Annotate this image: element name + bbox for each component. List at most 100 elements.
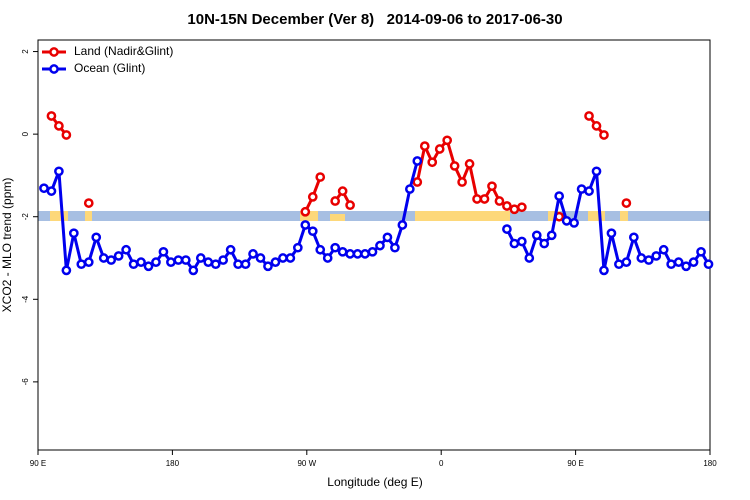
- point: [516, 202, 527, 213]
- point: [263, 261, 273, 272]
- point: [673, 257, 684, 267]
- legend-label: Ocean (Glint): [74, 61, 145, 75]
- y-axis-label: XCO2 - MLO trend (ppm): [0, 178, 14, 313]
- point: [345, 200, 355, 211]
- point: [180, 255, 191, 265]
- point: [457, 177, 467, 187]
- point: [419, 141, 430, 151]
- point: [412, 156, 423, 166]
- point: [337, 186, 348, 196]
- point: [307, 226, 318, 237]
- point: [494, 196, 505, 206]
- band-patch: [415, 211, 510, 221]
- point: [599, 265, 609, 276]
- band-patch: [330, 214, 345, 221]
- point: [516, 236, 527, 247]
- band-patch: [300, 211, 318, 221]
- point: [509, 204, 520, 215]
- point: [696, 246, 706, 257]
- point: [666, 259, 677, 270]
- point: [397, 220, 408, 230]
- x-axis-label: Longitude (deg E): [327, 475, 422, 489]
- point: [442, 135, 453, 146]
- point: [292, 242, 303, 253]
- point: [599, 130, 609, 140]
- point: [628, 232, 639, 243]
- point: [688, 257, 699, 267]
- point: [136, 257, 146, 267]
- point: [76, 259, 87, 270]
- legend-marker: [49, 64, 59, 74]
- y-tick-label: -2: [21, 213, 30, 221]
- point: [531, 230, 542, 241]
- y-tick-label: -4: [21, 295, 30, 303]
- chart-title: 10N-15N December (Ver 8) 2014-09-06 to 2…: [187, 11, 562, 28]
- point: [546, 230, 557, 241]
- point: [218, 255, 229, 265]
- point: [621, 257, 632, 267]
- point: [61, 130, 72, 140]
- point: [54, 166, 64, 177]
- point: [681, 261, 691, 272]
- point: [83, 198, 94, 208]
- point: [270, 257, 281, 267]
- point: [569, 218, 579, 228]
- point: [54, 121, 64, 131]
- point: [128, 259, 139, 270]
- point: [375, 240, 385, 251]
- x-tick-label: 0: [439, 459, 444, 468]
- point: [554, 191, 565, 201]
- plot-frame: [37, 39, 711, 451]
- point: [472, 194, 482, 204]
- point: [614, 259, 624, 270]
- point: [643, 255, 654, 265]
- point: [584, 186, 594, 196]
- point: [113, 251, 124, 261]
- point: [390, 242, 400, 253]
- point: [143, 261, 154, 272]
- point: [39, 183, 49, 194]
- legend-marker: [49, 47, 59, 57]
- point: [278, 253, 288, 263]
- x-tick-label: 90 W: [297, 459, 316, 468]
- point: [337, 246, 348, 257]
- point: [524, 253, 535, 263]
- point: [315, 244, 326, 255]
- point: [427, 157, 438, 168]
- point: [621, 198, 632, 208]
- point: [188, 265, 199, 276]
- point: [330, 242, 341, 253]
- point: [345, 249, 355, 259]
- legend-label: Land (Nadir&Glint): [74, 44, 173, 58]
- y-tick-label: -6: [21, 378, 30, 386]
- point: [255, 253, 266, 263]
- point: [367, 246, 378, 257]
- point: [98, 253, 109, 263]
- x-tick-label: 90 E: [30, 459, 46, 468]
- point: [591, 121, 602, 131]
- point: [203, 257, 214, 267]
- y-tick-label: 2: [21, 49, 30, 54]
- point: [636, 253, 647, 263]
- series-line: [51, 116, 626, 212]
- point: [195, 253, 206, 263]
- point: [46, 186, 57, 196]
- point: [591, 166, 602, 177]
- point: [360, 249, 370, 259]
- point: [584, 111, 594, 121]
- point: [121, 244, 131, 255]
- y-tick-label: 0: [21, 131, 30, 136]
- point: [300, 206, 311, 217]
- point: [225, 244, 236, 255]
- point: [703, 259, 714, 270]
- point: [434, 144, 445, 154]
- point: [240, 259, 251, 270]
- band-patch: [85, 211, 92, 221]
- point: [315, 172, 326, 182]
- band-background: [38, 211, 710, 221]
- point: [464, 159, 475, 169]
- point: [166, 257, 176, 267]
- point: [502, 224, 512, 234]
- point: [382, 232, 393, 243]
- point: [576, 184, 587, 194]
